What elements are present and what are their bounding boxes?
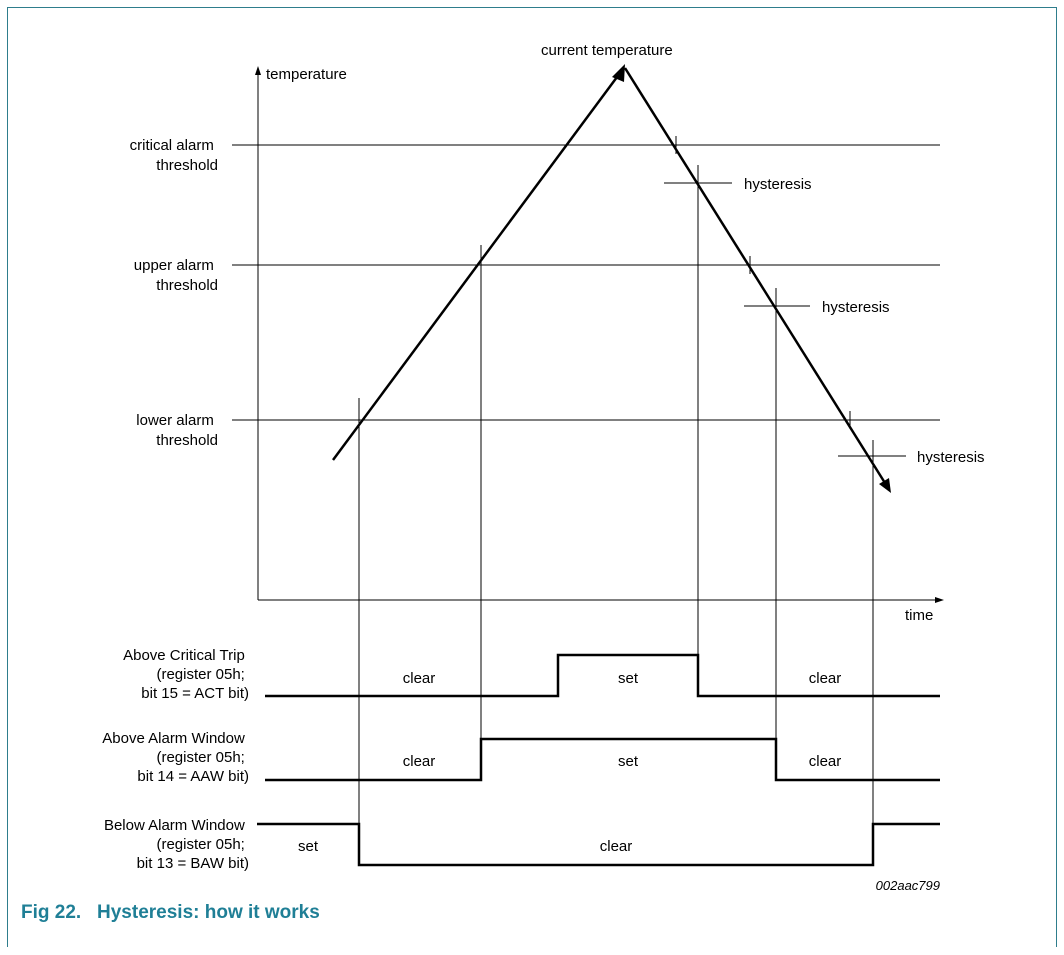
hysteresis-label-3: hysteresis — [917, 449, 985, 466]
x-axis-label: time — [905, 607, 933, 624]
act-signal-waveform — [265, 653, 940, 698]
temperature-peak-arrow — [612, 64, 625, 82]
upper-threshold-label: upper alarm threshold — [134, 257, 218, 294]
act-segment-1: clear — [403, 670, 436, 687]
aaw-segment-3: clear — [809, 753, 842, 770]
aaw-segment-2: set — [618, 753, 639, 770]
x-axis-arrow — [935, 597, 944, 603]
hysteresis-label-2: hysteresis — [822, 299, 890, 316]
act-segment-2: set — [618, 670, 639, 687]
lower-threshold-label: lower alarm threshold — [136, 412, 218, 449]
act-segment-3: clear — [809, 670, 842, 687]
temperature-falling-line — [623, 67, 887, 484]
aaw-segment-1: clear — [403, 753, 436, 770]
baw-signal-label: Below Alarm Window (register 05h; bit 13… — [104, 817, 249, 872]
figure-frame — [7, 7, 1057, 947]
act-signal-label: Above Critical Trip (register 05h; bit 1… — [123, 647, 249, 702]
baw-signal-waveform — [257, 822, 940, 867]
baw-segment-1: set — [298, 838, 319, 855]
hysteresis-label-1: hysteresis — [744, 176, 812, 193]
baw-segment-2: clear — [600, 838, 633, 855]
figure-code: 002aac799 — [876, 878, 940, 893]
hysteresis-diagram: temperature time critical alarm threshol… — [102, 42, 985, 893]
aaw-signal-waveform — [265, 737, 940, 782]
temperature-end-arrow — [879, 478, 891, 493]
temperature-rising-line — [331, 72, 622, 461]
figure-caption: Fig 22. Hysteresis: how it works — [21, 902, 320, 923]
critical-threshold-label: critical alarm threshold — [130, 137, 218, 174]
y-axis-arrow — [255, 66, 261, 75]
y-axis-label: temperature — [266, 66, 347, 83]
aaw-signal-label: Above Alarm Window (register 05h; bit 14… — [102, 730, 249, 785]
peak-label: current temperature — [541, 42, 673, 59]
